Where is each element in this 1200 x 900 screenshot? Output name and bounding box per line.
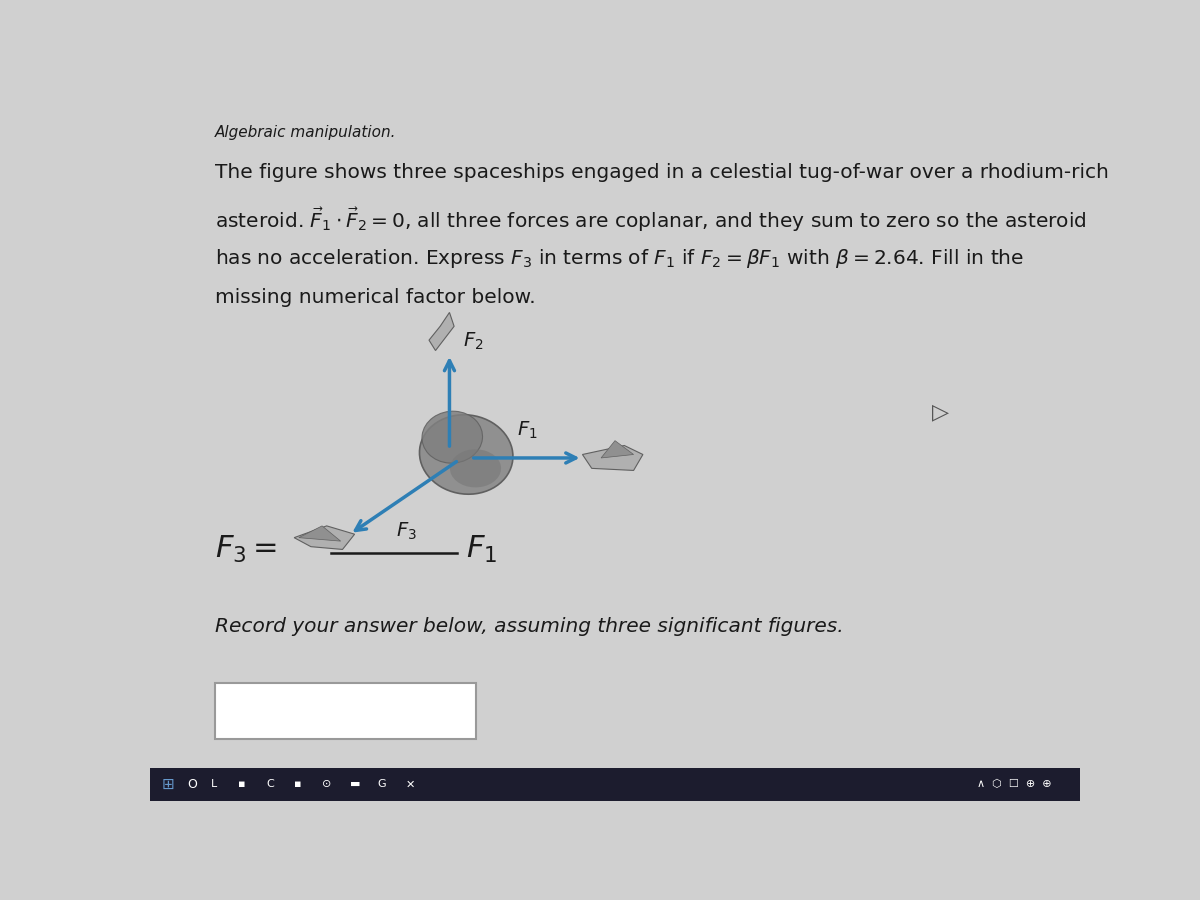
Text: ⊞: ⊞ (161, 777, 174, 792)
Text: $F_3$: $F_3$ (396, 520, 418, 542)
Text: ▪: ▪ (294, 779, 301, 789)
Text: Record your answer below, assuming three significant figures.: Record your answer below, assuming three… (215, 617, 844, 636)
Text: $F_3 = $: $F_3 = $ (215, 535, 277, 565)
Text: asteroid. $\vec{F}_1 \cdot \vec{F}_2 = 0$, all three forces are coplanar, and th: asteroid. $\vec{F}_1 \cdot \vec{F}_2 = 0… (215, 205, 1087, 234)
Text: ∧  ⬡  ☐  ⊕  ⊕: ∧ ⬡ ☐ ⊕ ⊕ (978, 779, 1052, 789)
Text: C: C (266, 779, 274, 789)
Polygon shape (582, 446, 643, 471)
Polygon shape (430, 312, 454, 351)
Text: $F_1$: $F_1$ (467, 535, 497, 565)
Ellipse shape (420, 415, 512, 494)
Text: $F_2$: $F_2$ (463, 330, 484, 352)
Text: L: L (210, 779, 217, 789)
Text: has no acceleration. Express $F_3$ in terms of $F_1$ if $F_2 = \beta F_1$ with $: has no acceleration. Express $F_3$ in te… (215, 247, 1025, 270)
Text: G: G (378, 779, 386, 789)
Bar (215, 683, 475, 739)
Text: ▬: ▬ (350, 779, 360, 789)
Text: Algebraic manipulation.: Algebraic manipulation. (215, 125, 396, 140)
Polygon shape (299, 526, 341, 541)
Text: ⊙: ⊙ (322, 779, 331, 789)
Text: $F_1$: $F_1$ (517, 419, 538, 441)
Text: O: O (187, 778, 197, 791)
Polygon shape (601, 441, 634, 458)
Ellipse shape (450, 449, 502, 488)
Polygon shape (294, 526, 355, 549)
Text: The figure shows three spaceships engaged in a celestial tug-of-war over a rhodi: The figure shows three spaceships engage… (215, 164, 1109, 183)
Bar (150, 768, 1080, 801)
Text: missing numerical factor below.: missing numerical factor below. (215, 288, 535, 307)
Text: ✕: ✕ (406, 779, 415, 789)
Text: $\triangleright$: $\triangleright$ (931, 402, 950, 424)
Ellipse shape (422, 411, 482, 464)
Text: ▪: ▪ (239, 779, 246, 789)
